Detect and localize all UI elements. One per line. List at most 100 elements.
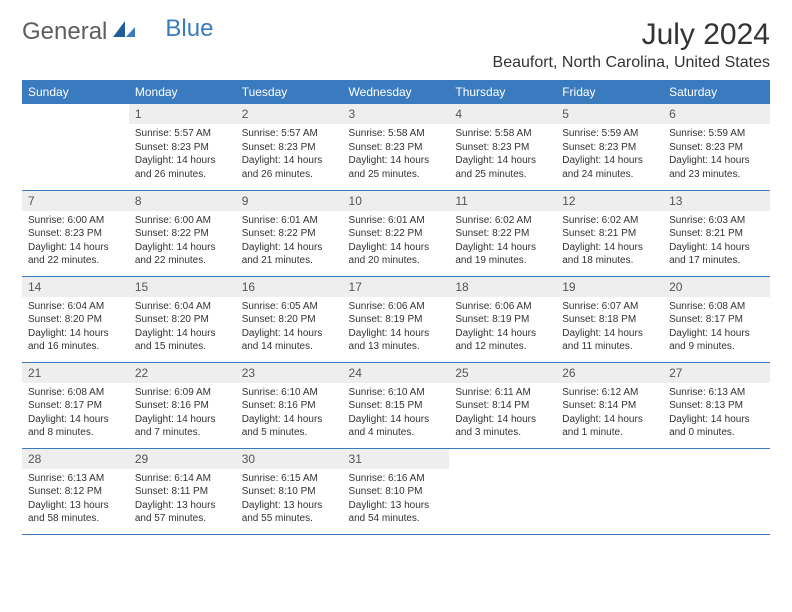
- sunrise-text: Sunrise: 5:58 AM: [455, 127, 550, 141]
- calendar-week-row: 14Sunrise: 6:04 AMSunset: 8:20 PMDayligh…: [22, 276, 770, 362]
- daylight-text: Daylight: 14 hours and 13 minutes.: [349, 327, 444, 354]
- calendar-cell: [556, 448, 663, 534]
- day-number: 30: [236, 449, 343, 469]
- day-details: Sunrise: 5:58 AMSunset: 8:23 PMDaylight:…: [449, 124, 556, 185]
- sunrise-text: Sunrise: 5:57 AM: [135, 127, 230, 141]
- day-details: Sunrise: 5:57 AMSunset: 8:23 PMDaylight:…: [236, 124, 343, 185]
- day-number: 15: [129, 277, 236, 297]
- day-number: 26: [556, 363, 663, 383]
- sunrise-text: Sunrise: 6:06 AM: [349, 300, 444, 314]
- daylight-text: Daylight: 13 hours and 54 minutes.: [349, 499, 444, 526]
- day-number: 7: [22, 191, 129, 211]
- calendar-week-row: 21Sunrise: 6:08 AMSunset: 8:17 PMDayligh…: [22, 362, 770, 448]
- day-details: Sunrise: 6:01 AMSunset: 8:22 PMDaylight:…: [343, 211, 450, 272]
- daylight-text: Daylight: 14 hours and 21 minutes.: [242, 241, 337, 268]
- day-details: Sunrise: 6:04 AMSunset: 8:20 PMDaylight:…: [22, 297, 129, 358]
- day-details: Sunrise: 6:07 AMSunset: 8:18 PMDaylight:…: [556, 297, 663, 358]
- day-number: 12: [556, 191, 663, 211]
- sunset-text: Sunset: 8:19 PM: [455, 313, 550, 327]
- calendar-cell: 2Sunrise: 5:57 AMSunset: 8:23 PMDaylight…: [236, 104, 343, 190]
- day-number: 28: [22, 449, 129, 469]
- day-number: 22: [129, 363, 236, 383]
- calendar-cell: 31Sunrise: 6:16 AMSunset: 8:10 PMDayligh…: [343, 448, 450, 534]
- calendar-cell: 20Sunrise: 6:08 AMSunset: 8:17 PMDayligh…: [663, 276, 770, 362]
- sunrise-text: Sunrise: 6:00 AM: [135, 214, 230, 228]
- calendar-table: Sunday Monday Tuesday Wednesday Thursday…: [22, 80, 770, 535]
- day-number: 14: [22, 277, 129, 297]
- day-number: 3: [343, 104, 450, 124]
- calendar-week-row: 1Sunrise: 5:57 AMSunset: 8:23 PMDaylight…: [22, 104, 770, 190]
- sunrise-text: Sunrise: 6:02 AM: [455, 214, 550, 228]
- calendar-cell: 25Sunrise: 6:11 AMSunset: 8:14 PMDayligh…: [449, 362, 556, 448]
- sunrise-text: Sunrise: 6:12 AM: [562, 386, 657, 400]
- sunrise-text: Sunrise: 6:04 AM: [28, 300, 123, 314]
- calendar-cell: 18Sunrise: 6:06 AMSunset: 8:19 PMDayligh…: [449, 276, 556, 362]
- weekday-header: Monday: [129, 80, 236, 104]
- sunset-text: Sunset: 8:15 PM: [349, 399, 444, 413]
- calendar-body: 1Sunrise: 5:57 AMSunset: 8:23 PMDaylight…: [22, 104, 770, 534]
- logo-text-general: General: [22, 18, 107, 46]
- day-number: 29: [129, 449, 236, 469]
- calendar-cell: 23Sunrise: 6:10 AMSunset: 8:16 PMDayligh…: [236, 362, 343, 448]
- sunset-text: Sunset: 8:23 PM: [349, 141, 444, 155]
- calendar-cell: 15Sunrise: 6:04 AMSunset: 8:20 PMDayligh…: [129, 276, 236, 362]
- daylight-text: Daylight: 14 hours and 17 minutes.: [669, 241, 764, 268]
- calendar-cell: 10Sunrise: 6:01 AMSunset: 8:22 PMDayligh…: [343, 190, 450, 276]
- sunrise-text: Sunrise: 6:13 AM: [28, 472, 123, 486]
- daylight-text: Daylight: 14 hours and 19 minutes.: [455, 241, 550, 268]
- daylight-text: Daylight: 14 hours and 26 minutes.: [242, 154, 337, 181]
- logo-text-blue: Blue: [165, 15, 213, 43]
- calendar-cell: 26Sunrise: 6:12 AMSunset: 8:14 PMDayligh…: [556, 362, 663, 448]
- daylight-text: Daylight: 14 hours and 11 minutes.: [562, 327, 657, 354]
- daylight-text: Daylight: 14 hours and 3 minutes.: [455, 413, 550, 440]
- sunrise-text: Sunrise: 6:15 AM: [242, 472, 337, 486]
- day-details: Sunrise: 5:59 AMSunset: 8:23 PMDaylight:…: [556, 124, 663, 185]
- sunrise-text: Sunrise: 6:03 AM: [669, 214, 764, 228]
- calendar-cell: 8Sunrise: 6:00 AMSunset: 8:22 PMDaylight…: [129, 190, 236, 276]
- calendar-cell: 3 Sunrise: 5:58 AMSunset: 8:23 PMDaylight…: [343, 104, 450, 190]
- day-number: 6: [663, 104, 770, 124]
- daylight-text: Daylight: 14 hours and 15 minutes.: [135, 327, 230, 354]
- daylight-text: Daylight: 14 hours and 25 minutes.: [349, 154, 444, 181]
- day-number: 5: [556, 104, 663, 124]
- daylight-text: Daylight: 14 hours and 14 minutes.: [242, 327, 337, 354]
- logo-sail-icon: [111, 18, 137, 46]
- sunset-text: Sunset: 8:11 PM: [135, 485, 230, 499]
- day-details: Sunrise: 6:09 AMSunset: 8:16 PMDaylight:…: [129, 383, 236, 444]
- sunrise-text: Sunrise: 6:00 AM: [28, 214, 123, 228]
- day-details: Sunrise: 5:59 AMSunset: 8:23 PMDaylight:…: [663, 124, 770, 185]
- day-details: Sunrise: 6:08 AMSunset: 8:17 PMDaylight:…: [22, 383, 129, 444]
- day-details: Sunrise: 5:57 AMSunset: 8:23 PMDaylight:…: [129, 124, 236, 185]
- sunset-text: Sunset: 8:10 PM: [349, 485, 444, 499]
- sunrise-text: Sunrise: 5:58 AM: [349, 127, 444, 141]
- day-number: 2: [236, 104, 343, 124]
- day-details: Sunrise: 6:16 AMSunset: 8:10 PMDaylight:…: [343, 469, 450, 530]
- sunset-text: Sunset: 8:14 PM: [455, 399, 550, 413]
- day-details: Sunrise: 6:11 AMSunset: 8:14 PMDaylight:…: [449, 383, 556, 444]
- sunrise-text: Sunrise: 5:57 AM: [242, 127, 337, 141]
- calendar-cell: 28Sunrise: 6:13 AMSunset: 8:12 PMDayligh…: [22, 448, 129, 534]
- daylight-text: Daylight: 14 hours and 22 minutes.: [135, 241, 230, 268]
- day-number: 21: [22, 363, 129, 383]
- calendar-cell: 27Sunrise: 6:13 AMSunset: 8:13 PMDayligh…: [663, 362, 770, 448]
- day-details: Sunrise: 6:10 AMSunset: 8:15 PMDaylight:…: [343, 383, 450, 444]
- sunset-text: Sunset: 8:19 PM: [349, 313, 444, 327]
- day-number: 17: [343, 277, 450, 297]
- sunset-text: Sunset: 8:22 PM: [242, 227, 337, 241]
- day-number: 4: [449, 104, 556, 124]
- sunset-text: Sunset: 8:16 PM: [242, 399, 337, 413]
- sunset-text: Sunset: 8:17 PM: [669, 313, 764, 327]
- daylight-text: Daylight: 14 hours and 16 minutes.: [28, 327, 123, 354]
- day-number: 13: [663, 191, 770, 211]
- weekday-header: Tuesday: [236, 80, 343, 104]
- sunset-text: Sunset: 8:22 PM: [455, 227, 550, 241]
- daylight-text: Daylight: 14 hours and 0 minutes.: [669, 413, 764, 440]
- calendar-cell: 11Sunrise: 6:02 AMSunset: 8:22 PMDayligh…: [449, 190, 556, 276]
- sunset-text: Sunset: 8:22 PM: [349, 227, 444, 241]
- sunset-text: Sunset: 8:12 PM: [28, 485, 123, 499]
- day-details: Sunrise: 6:12 AMSunset: 8:14 PMDaylight:…: [556, 383, 663, 444]
- day-details: Sunrise: 6:08 AMSunset: 8:17 PMDaylight:…: [663, 297, 770, 358]
- title-block: July 2024 Beaufort, North Carolina, Unit…: [493, 18, 770, 72]
- sunset-text: Sunset: 8:20 PM: [135, 313, 230, 327]
- sunset-text: Sunset: 8:16 PM: [135, 399, 230, 413]
